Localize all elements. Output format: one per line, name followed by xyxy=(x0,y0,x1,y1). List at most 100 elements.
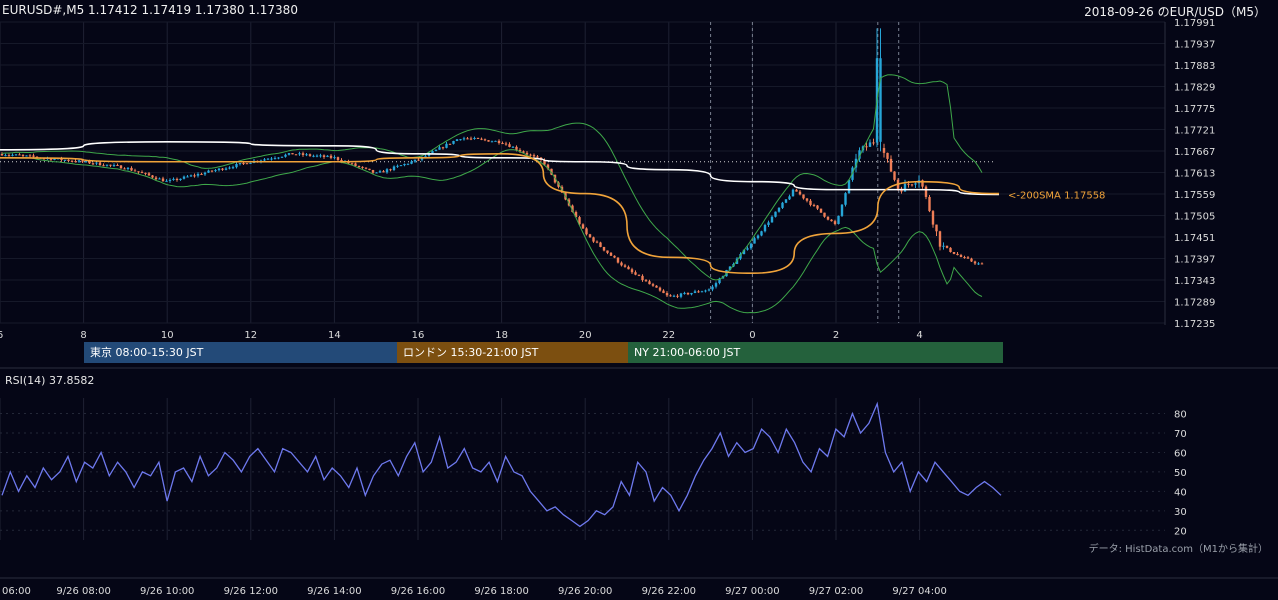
candle-body xyxy=(137,171,140,173)
candle-body xyxy=(270,158,273,160)
candle-body xyxy=(746,248,749,250)
candle xyxy=(368,168,371,171)
candle xyxy=(487,140,490,142)
y-tick-label: 1.17505 xyxy=(1174,212,1215,223)
candle xyxy=(130,166,133,171)
candle-body xyxy=(683,292,686,294)
candle-body xyxy=(494,140,497,142)
candle-body xyxy=(791,189,795,197)
candle xyxy=(221,168,224,171)
candle xyxy=(119,164,123,169)
candle xyxy=(749,242,753,250)
candle xyxy=(956,252,959,256)
rsi-line xyxy=(1,401,1002,528)
candle xyxy=(371,169,375,175)
candle xyxy=(672,294,676,298)
candle xyxy=(781,201,784,209)
candle xyxy=(189,174,193,177)
candle-body xyxy=(858,150,861,159)
candle xyxy=(662,289,665,294)
candle-body xyxy=(718,278,721,284)
candle-body xyxy=(455,139,459,141)
candle-body xyxy=(228,167,231,169)
candle-body xyxy=(123,168,126,170)
y-tick-label: 1.17613 xyxy=(1174,169,1215,180)
candle xyxy=(378,169,382,173)
candle xyxy=(270,156,273,161)
candle-body xyxy=(711,286,714,290)
candle xyxy=(504,141,508,146)
candle-body xyxy=(452,140,455,144)
candle xyxy=(497,139,501,145)
candle-body xyxy=(21,155,25,157)
candle xyxy=(592,236,595,243)
candle xyxy=(382,169,385,173)
candle-body xyxy=(98,162,102,166)
candle xyxy=(693,289,697,294)
candle xyxy=(469,136,473,141)
candle-body xyxy=(823,212,826,217)
candle xyxy=(872,138,875,146)
candle-body xyxy=(882,148,886,153)
candle-body xyxy=(522,151,525,153)
candle xyxy=(466,136,469,140)
candle-body xyxy=(693,291,697,293)
candle-body xyxy=(606,250,609,253)
candle-body xyxy=(158,178,161,180)
candle xyxy=(795,188,798,192)
candle-body xyxy=(550,168,553,175)
candle xyxy=(287,152,291,156)
candle-body xyxy=(809,200,812,205)
candle-body xyxy=(207,170,210,173)
candle-body xyxy=(63,159,67,161)
candle-body xyxy=(413,159,417,162)
candle-body xyxy=(525,152,529,155)
candle-body xyxy=(179,178,182,181)
candle-body xyxy=(585,228,588,235)
candle-body xyxy=(515,146,518,150)
candle-body xyxy=(679,293,683,297)
candle-body xyxy=(32,155,35,157)
candle-body xyxy=(532,155,536,157)
candle-body xyxy=(620,262,623,266)
candle xyxy=(816,204,819,210)
candle-body xyxy=(956,253,959,256)
candle xyxy=(175,177,179,182)
candle-body xyxy=(210,170,214,172)
candle-body xyxy=(777,207,781,212)
candle-body xyxy=(354,163,357,166)
candle xyxy=(704,289,707,293)
candle-body xyxy=(172,178,175,180)
candle-body xyxy=(980,263,984,265)
candle-body xyxy=(4,155,7,157)
candle xyxy=(641,274,644,282)
candle-body xyxy=(18,154,21,156)
candle-body xyxy=(609,252,613,256)
candle xyxy=(784,199,788,204)
candle xyxy=(802,194,805,200)
candle-body xyxy=(70,160,74,162)
candle xyxy=(676,294,679,299)
candle-body xyxy=(546,164,550,169)
candle-body xyxy=(595,241,599,243)
candle xyxy=(651,282,655,287)
candle-body xyxy=(238,163,242,165)
candle-body xyxy=(662,290,665,294)
candle xyxy=(231,165,235,170)
candle-body xyxy=(364,167,368,169)
candle-body xyxy=(357,165,361,167)
x-tick-label: 8 xyxy=(80,330,86,341)
candle-body xyxy=(431,151,434,153)
candle-body xyxy=(487,140,490,142)
candle-body xyxy=(203,172,207,175)
candle-body xyxy=(112,165,116,167)
candle-body xyxy=(599,242,602,247)
candle xyxy=(200,172,203,175)
candle-body xyxy=(119,165,123,169)
candle xyxy=(935,224,938,237)
candle xyxy=(14,153,18,156)
candle xyxy=(840,203,844,218)
candle-body xyxy=(571,205,574,212)
candle-body xyxy=(462,138,466,140)
candle-body xyxy=(497,140,501,143)
